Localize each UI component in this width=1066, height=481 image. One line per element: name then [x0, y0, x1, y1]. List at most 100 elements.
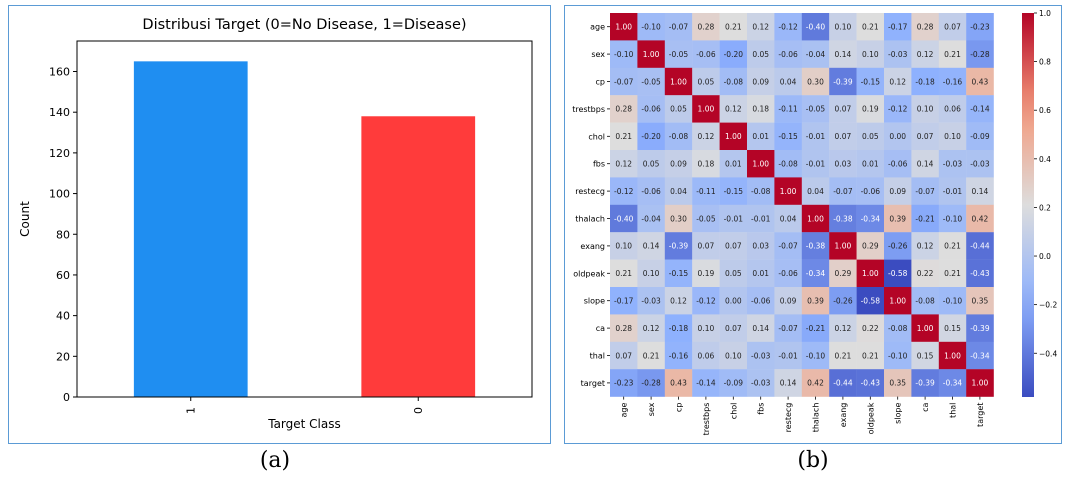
heatmap-cell — [637, 204, 665, 233]
row-label: target — [581, 379, 605, 388]
heatmap-cell — [938, 369, 967, 397]
heatmap-cell — [801, 95, 830, 123]
y-tick-label: 120 — [49, 147, 70, 160]
heatmap-cell — [829, 67, 857, 96]
heatmap-cell — [719, 232, 748, 260]
heatmap-cell — [610, 122, 638, 151]
cell-value: 0.03 — [835, 160, 852, 169]
heatmap-cell — [911, 232, 939, 260]
y-tick-label: 100 — [49, 188, 70, 201]
heatmap-cell — [966, 232, 994, 260]
heatmap-cell — [719, 341, 748, 370]
cell-value: -0.06 — [696, 50, 716, 59]
heatmap-cell — [610, 150, 638, 178]
heatmap-cell — [801, 204, 830, 233]
row-label: thalach — [575, 215, 605, 224]
cell-value: -0.11 — [696, 187, 716, 196]
cell-value: -0.07 — [614, 77, 634, 86]
cell-value: -0.01 — [806, 160, 826, 169]
cell-value: 0.30 — [670, 214, 687, 223]
heatmap-cell — [664, 287, 693, 315]
cell-value: -0.10 — [614, 50, 634, 59]
cell-value: 0.07 — [698, 242, 715, 251]
cell-value: -0.18 — [669, 324, 689, 333]
cell-value: -0.06 — [778, 50, 798, 59]
cell-value: -0.08 — [888, 324, 908, 333]
heatmap-cell — [692, 314, 720, 342]
cell-value: -0.06 — [641, 105, 661, 114]
heatmap-cell — [747, 67, 775, 96]
heatmap-cell — [856, 150, 885, 178]
cell-value: 0.15 — [917, 351, 934, 360]
cell-value: 0.07 — [615, 351, 632, 360]
cell-value: 1.00 — [917, 324, 934, 333]
cell-value: -0.08 — [915, 297, 935, 306]
cell-value: 0.09 — [780, 297, 797, 306]
row-label: slope — [584, 297, 605, 306]
cell-value: -0.05 — [696, 214, 716, 223]
cell-value: -0.39 — [833, 77, 853, 86]
heatmap-cell — [801, 259, 830, 288]
cell-value: -0.40 — [806, 23, 826, 32]
cell-value: -0.16 — [943, 77, 963, 86]
cell-value: -0.06 — [751, 297, 771, 306]
col-label: chol — [729, 403, 738, 420]
cell-value: 0.01 — [752, 269, 769, 278]
bar-0 — [361, 116, 476, 398]
heatmap-cell — [884, 314, 912, 342]
cell-value: 0.21 — [835, 351, 852, 360]
heatmap-cell — [747, 95, 775, 123]
heatmap-cell — [911, 369, 939, 397]
colorbar-tick-label: 1.0 — [1039, 9, 1051, 18]
heatmap-cell — [747, 177, 775, 205]
col-label: sex — [647, 402, 656, 416]
heatmap-cell — [829, 13, 857, 41]
cell-value: -0.01 — [724, 214, 744, 223]
cell-value: -0.07 — [778, 324, 798, 333]
heatmap-cell — [774, 259, 802, 288]
col-label: exang — [839, 403, 848, 428]
heatmap-cell — [692, 177, 720, 205]
cell-value: -0.15 — [861, 77, 881, 86]
cell-value: 0.04 — [670, 187, 687, 196]
cell-value: -0.17 — [614, 297, 634, 306]
heatmap-cell — [856, 67, 885, 96]
cell-value: 0.21 — [615, 269, 632, 278]
chart-title: Distribusi Target (0=No Disease, 1=Disea… — [142, 17, 466, 33]
heatmap-cell — [610, 13, 638, 41]
cell-value: -0.10 — [943, 214, 963, 223]
heatmap-cell — [884, 341, 912, 370]
cell-value: -0.06 — [888, 160, 908, 169]
cell-value: 0.05 — [698, 77, 715, 86]
row-label: age — [590, 23, 605, 32]
cell-value: -0.10 — [641, 23, 661, 32]
cell-value: 0.10 — [862, 50, 879, 59]
cell-value: 0.14 — [643, 242, 660, 251]
cell-value: -0.44 — [833, 379, 853, 388]
heatmap-cell — [911, 67, 939, 96]
heatmap-cell — [637, 259, 665, 288]
heatmap-cell — [856, 95, 885, 123]
col-label: cp — [675, 403, 684, 412]
cell-value: 0.07 — [835, 132, 852, 141]
cell-value: -0.04 — [806, 50, 826, 59]
cell-value: -0.14 — [696, 379, 716, 388]
heatmap-cell — [829, 40, 857, 68]
heatmap-cell — [884, 204, 912, 233]
cell-value: 0.05 — [643, 160, 660, 169]
heatmap-cell — [938, 95, 967, 123]
heatmap-cell — [719, 314, 748, 342]
cell-value: 0.09 — [889, 187, 906, 196]
heatmap-cell — [610, 95, 638, 123]
cell-value: -0.06 — [778, 269, 798, 278]
heatmap-cell — [610, 40, 638, 68]
heatmap-cell — [692, 204, 720, 233]
cell-value: 0.01 — [752, 132, 769, 141]
heatmap-cell — [637, 287, 665, 315]
cell-value: -0.23 — [614, 379, 634, 388]
heatmap-cell — [966, 40, 994, 68]
col-label: slope — [894, 403, 903, 424]
cell-value: -0.20 — [724, 50, 744, 59]
cell-value: 1.00 — [780, 187, 797, 196]
heatmap-cell — [774, 13, 802, 41]
